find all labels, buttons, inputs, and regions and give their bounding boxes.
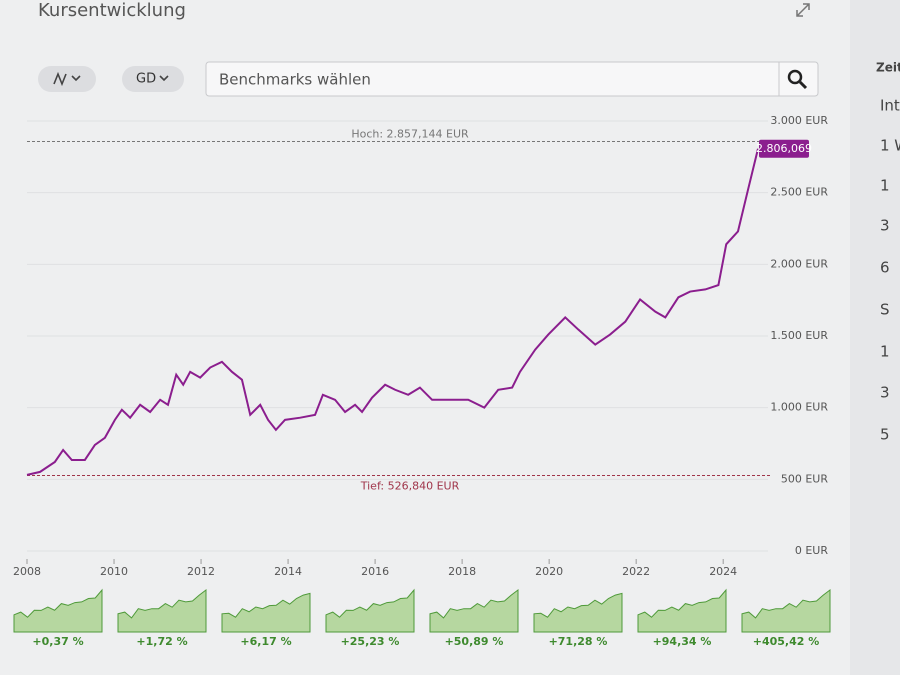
value-label-box — [759, 139, 809, 158]
performance-label: +94,34 % — [653, 635, 712, 648]
y-tick-label: 1.000 EUR — [770, 401, 828, 414]
mini-area — [13, 588, 103, 633]
mini-chart — [325, 588, 415, 633]
average-button[interactable]: GD — [122, 66, 184, 92]
mini-chart — [429, 588, 519, 633]
side-text: Zeit — [876, 61, 900, 75]
performance-label: +1,72 % — [136, 635, 187, 648]
side-text: S — [880, 301, 890, 319]
y-tick-label: 0 EUR — [795, 544, 828, 557]
side-text: 5 — [880, 426, 890, 444]
side-text: 6 — [880, 259, 890, 277]
mini-area — [741, 588, 831, 633]
x-tick-label: 2022 — [622, 565, 650, 578]
value-label: 2.806,069 — [756, 142, 812, 155]
y-tick-label: 3.000 EUR — [770, 114, 828, 127]
performance-label: +25,23 % — [341, 635, 400, 648]
x-tick-label: 2012 — [187, 565, 215, 578]
high-label: Hoch: 2.857,144 EUR — [351, 127, 469, 140]
side-panel — [850, 0, 900, 675]
performance-label: +6,17 % — [240, 635, 291, 648]
mini-chart — [637, 588, 727, 633]
panel — [0, 0, 850, 675]
x-tick-label: 2018 — [448, 565, 476, 578]
x-tick-label: 2024 — [709, 565, 737, 578]
mini-chart — [117, 588, 207, 633]
chart-type-button[interactable] — [38, 66, 96, 92]
side-text: 3 — [880, 217, 890, 235]
mini-area — [117, 588, 207, 633]
mini-area — [221, 592, 311, 633]
x-tick-label: 2020 — [535, 565, 563, 578]
mini-area — [325, 588, 415, 633]
side-texts: Zeit Inte 1 W 1 3 6 S 1 3 5 — [876, 61, 900, 444]
mini-chart — [221, 592, 311, 633]
side-text: 1 W — [880, 137, 900, 155]
x-tick-label: 2014 — [274, 565, 302, 578]
x-tick-label: 2016 — [361, 565, 389, 578]
mini-area — [429, 588, 519, 633]
x-tick-label: 2010 — [100, 565, 128, 578]
performance-label: +50,89 % — [445, 635, 504, 648]
search-box[interactable]: Benchmarks wählen — [205, 61, 819, 97]
side-text: Inte — [880, 97, 900, 115]
y-tick-label: 2.500 EUR — [770, 186, 828, 199]
performance-label: +0,37 % — [32, 635, 83, 648]
performance-label: +405,42 % — [753, 635, 820, 648]
price-line — [26, 148, 759, 476]
mini-area — [533, 592, 623, 633]
mini-area — [637, 588, 727, 633]
y-tick-label: 1.500 EUR — [770, 329, 828, 342]
expand-icon[interactable] — [796, 3, 810, 17]
mini-chart — [13, 588, 103, 633]
average-label: GD — [136, 72, 156, 87]
side-text: 1 — [880, 177, 890, 195]
y-tick-label: 2.000 EUR — [770, 257, 828, 270]
low-label: Tief: 526,840 EUR — [360, 479, 460, 492]
side-text: 1 — [880, 343, 890, 361]
y-tick-label: 500 EUR — [781, 472, 828, 485]
x-tick-label: 2008 — [13, 565, 41, 578]
title: Kursentwicklung — [38, 0, 186, 21]
mini-chart — [533, 592, 623, 633]
performance-label: +71,28 % — [549, 635, 608, 648]
mini-chart — [741, 588, 831, 633]
side-text: 3 — [880, 384, 890, 402]
search-placeholder: Benchmarks wählen — [219, 71, 371, 89]
